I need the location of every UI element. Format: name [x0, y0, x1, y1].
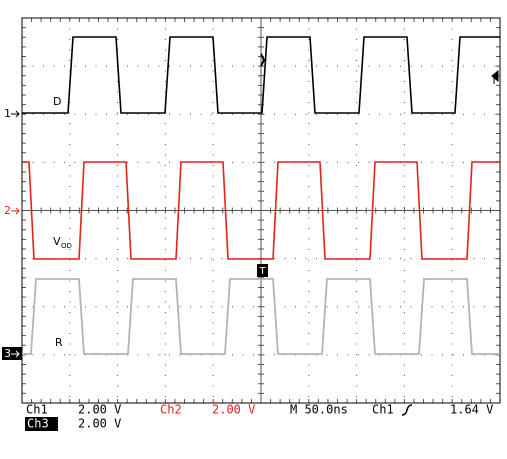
- waveform-r: [22, 278, 500, 355]
- trigger-level: 1.64 V: [450, 403, 493, 417]
- timebase: M 50.0ns: [290, 403, 348, 417]
- ch3-scale: 2.00 V: [78, 417, 121, 431]
- marker-arrow: [11, 350, 20, 358]
- channel-marker: 1: [4, 107, 11, 120]
- trace-label: R: [55, 336, 63, 349]
- channel-marker: 2: [4, 204, 11, 217]
- trace-label: V: [53, 235, 61, 248]
- trigger-marker-box: [257, 264, 268, 277]
- waveform-vod: [22, 161, 500, 260]
- ch2-scale: 2.00 V: [212, 403, 255, 417]
- trigger-source: Ch1: [372, 403, 394, 417]
- graticule: [21, 17, 500, 404]
- ch2-label: Ch2: [160, 403, 182, 417]
- ch1-scale: 2.00 V: [78, 403, 121, 417]
- ch3-label-box: [25, 417, 58, 431]
- trigger-position-marker: [260, 53, 266, 67]
- channel-marker: 3: [4, 347, 11, 360]
- trigger-level-marker: [491, 69, 499, 84]
- graticule-border: [21, 17, 501, 404]
- trace-label-sub: OD: [61, 242, 72, 250]
- marker-arrow: [11, 110, 20, 118]
- trace-label: D: [53, 95, 61, 108]
- marker-arrow: [11, 207, 20, 215]
- trigger-slope: [401, 404, 413, 416]
- trigger-marker: T: [258, 266, 266, 277]
- ch1-label: Ch1: [26, 403, 48, 417]
- waveform-d: [22, 36, 500, 114]
- ch3-label: Ch3: [27, 417, 49, 431]
